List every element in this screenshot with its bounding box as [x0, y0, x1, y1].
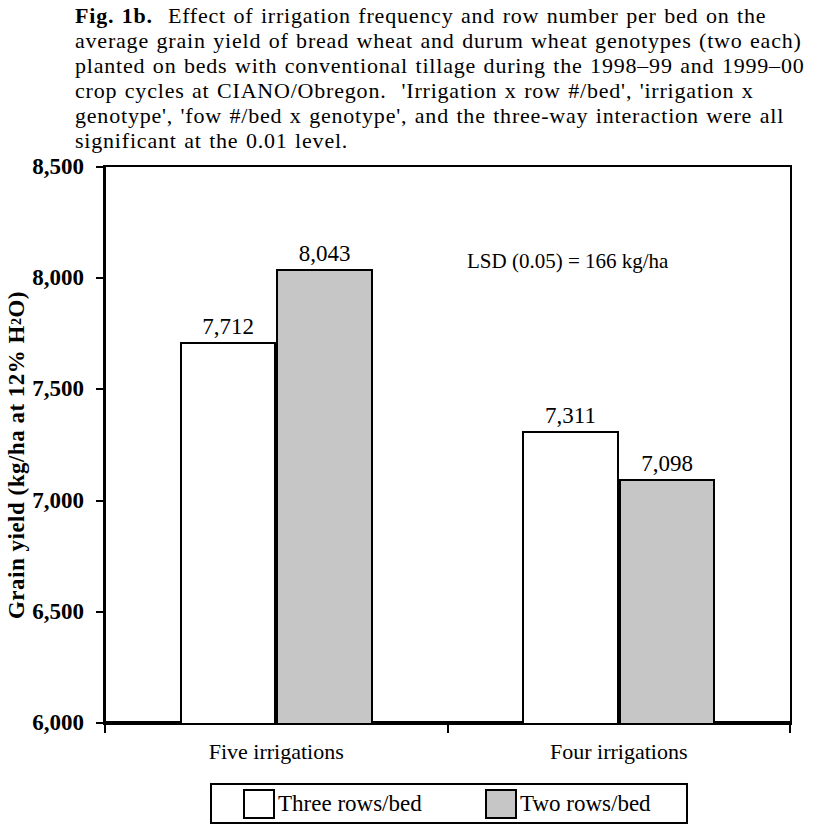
- bar-two-rows-bed: [276, 269, 373, 725]
- y-tick-label: 7,000: [20, 488, 84, 514]
- y-tick-mark: [96, 500, 105, 502]
- figure-page: Fig. 1b. Effect of irrigation frequency …: [0, 0, 836, 828]
- caption-line: planted on beds with conventional tillag…: [75, 53, 836, 78]
- x-tick-mark: [447, 725, 449, 733]
- lsd-annotation: LSD (0.05) = 166 kg/ha: [467, 249, 668, 274]
- figure-caption: Fig. 1b. Effect of irrigation frequency …: [75, 3, 836, 153]
- y-axis-title: Grain yield (kg/ha at 12% H2O): [4, 291, 30, 619]
- x-category-label: Four irrigations: [550, 739, 688, 765]
- bar-value-label: 7,311: [545, 403, 596, 429]
- y-tick-mark: [96, 611, 105, 613]
- y-tick-mark: [96, 277, 105, 279]
- y-tick-mark: [96, 166, 105, 168]
- bar-value-label: 7,098: [641, 451, 693, 477]
- caption-line: crop cycles at CIANO/Obregon. 'Irrigatio…: [75, 78, 836, 103]
- legend-label: Two rows/bed: [520, 791, 651, 817]
- y-tick-label: 6,000: [20, 710, 84, 736]
- legend-swatch-three-rows: [243, 789, 275, 819]
- bar-value-label: 7,712: [202, 314, 254, 340]
- y-tick-mark: [96, 722, 105, 724]
- figure-label: Fig. 1b.: [75, 3, 153, 28]
- x-tick-mark: [789, 725, 791, 733]
- x-tick-mark: [104, 725, 106, 733]
- legend-swatch-two-rows: [485, 789, 517, 819]
- y-tick-mark: [96, 388, 105, 390]
- caption-line: Fig. 1b. Effect of irrigation frequency …: [75, 3, 836, 28]
- x-category-label: Five irrigations: [209, 739, 344, 765]
- legend: Three rows/bed Two rows/bed: [210, 783, 688, 824]
- bar-three-rows-bed: [522, 431, 619, 725]
- y-tick-label: 6,500: [20, 599, 84, 625]
- bar-two-rows-bed: [619, 479, 716, 725]
- caption-line: genotype', 'fow #/bed x genotype', and t…: [75, 103, 836, 128]
- caption-line: average grain yield of bread wheat and d…: [75, 28, 836, 53]
- caption-line: significant at the 0.01 level.: [75, 128, 836, 153]
- y-tick-label: 7,500: [20, 376, 84, 402]
- bar-three-rows-bed: [180, 342, 277, 725]
- y-tick-label: 8,500: [20, 154, 84, 180]
- y-tick-label: 8,000: [20, 265, 84, 291]
- legend-label: Three rows/bed: [278, 791, 422, 817]
- bar-value-label: 8,043: [299, 241, 351, 267]
